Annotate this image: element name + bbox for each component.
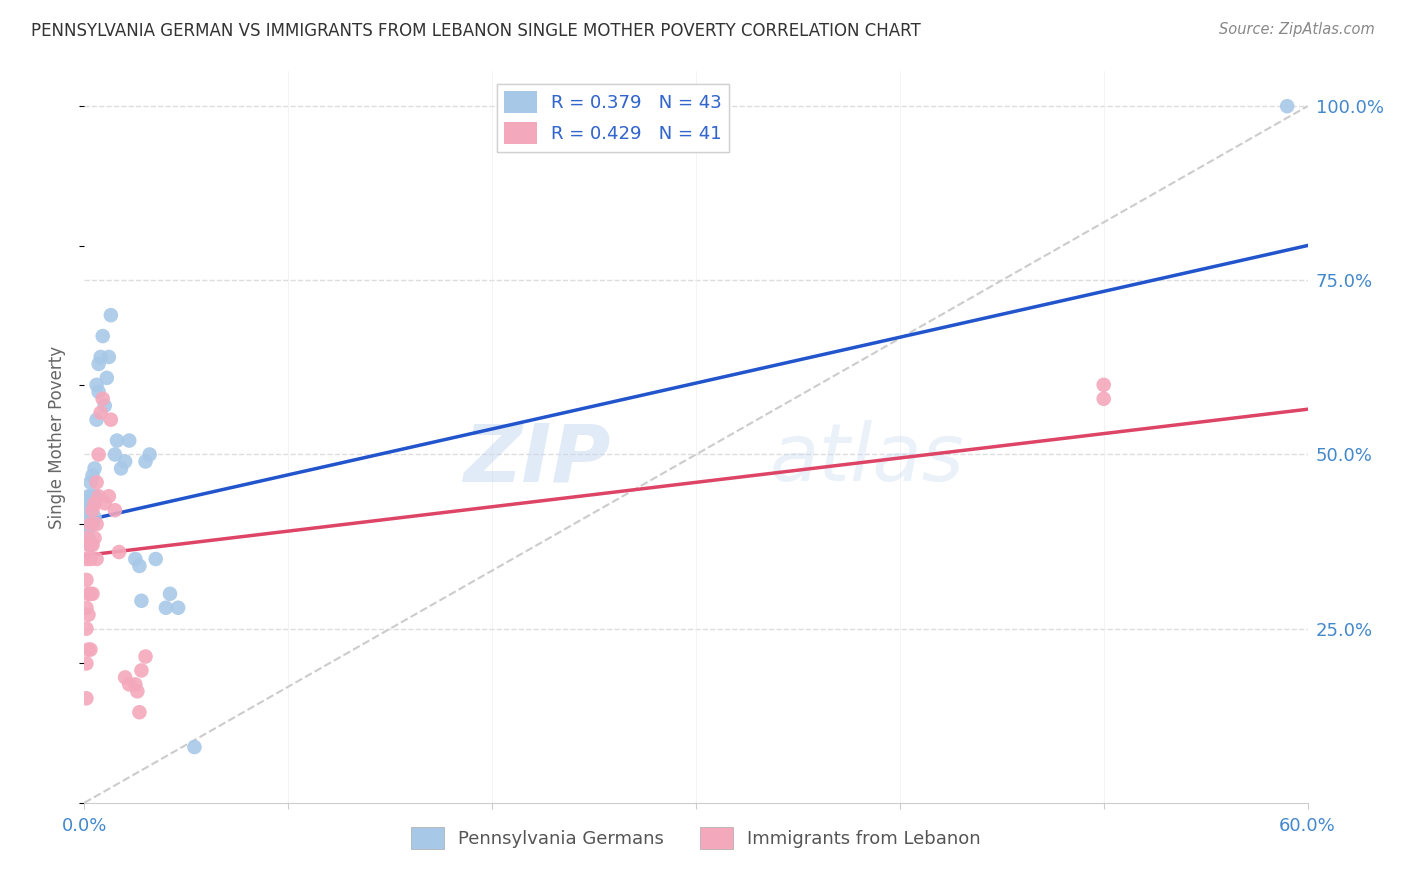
Point xyxy=(77,531,100,545)
Point xyxy=(79,587,101,601)
Point xyxy=(87,448,110,462)
Point xyxy=(1092,377,1115,392)
Point xyxy=(87,357,110,371)
Point xyxy=(79,475,101,490)
Point xyxy=(93,399,115,413)
Point xyxy=(97,489,120,503)
Point xyxy=(183,740,205,755)
Point xyxy=(135,649,157,664)
Point xyxy=(124,552,146,566)
Point xyxy=(75,622,97,636)
Point xyxy=(114,670,136,684)
Point xyxy=(104,448,127,462)
Point xyxy=(91,392,114,406)
Point xyxy=(87,489,110,503)
Point xyxy=(86,552,108,566)
Point xyxy=(86,475,108,490)
Point xyxy=(75,691,97,706)
Point xyxy=(167,600,190,615)
Point xyxy=(77,496,100,510)
Point xyxy=(131,664,153,678)
Point xyxy=(104,503,127,517)
Point xyxy=(90,406,112,420)
Point xyxy=(100,412,122,426)
Point xyxy=(86,517,108,532)
Point xyxy=(75,657,97,671)
Point xyxy=(75,531,97,545)
Point xyxy=(105,434,128,448)
Point xyxy=(128,705,150,719)
Point xyxy=(100,308,122,322)
Point xyxy=(135,454,157,468)
Point xyxy=(82,538,104,552)
Point xyxy=(127,684,149,698)
Point xyxy=(75,510,97,524)
Point xyxy=(145,552,167,566)
Point xyxy=(138,448,160,462)
Point xyxy=(1092,392,1115,406)
Point xyxy=(97,350,120,364)
Point xyxy=(77,538,100,552)
Point xyxy=(79,517,101,532)
Text: ZIP: ZIP xyxy=(463,420,610,498)
Text: atlas: atlas xyxy=(769,420,965,498)
Point xyxy=(131,594,153,608)
Point xyxy=(90,350,112,364)
Point xyxy=(93,496,115,510)
Point xyxy=(77,587,100,601)
Legend: Pennsylvania Germans, Immigrants from Lebanon: Pennsylvania Germans, Immigrants from Le… xyxy=(404,820,988,856)
Y-axis label: Single Mother Poverty: Single Mother Poverty xyxy=(48,345,66,529)
Point xyxy=(118,434,141,448)
Text: Source: ZipAtlas.com: Source: ZipAtlas.com xyxy=(1219,22,1375,37)
Point xyxy=(91,329,114,343)
Point xyxy=(79,503,101,517)
Point xyxy=(82,468,104,483)
Point xyxy=(79,489,101,503)
Point xyxy=(79,642,101,657)
Point xyxy=(118,677,141,691)
Point xyxy=(82,503,104,517)
Point xyxy=(77,489,100,503)
Point xyxy=(87,384,110,399)
Point xyxy=(96,371,118,385)
Point xyxy=(75,552,97,566)
Point xyxy=(77,642,100,657)
Point xyxy=(75,573,97,587)
Point xyxy=(77,607,100,622)
Point xyxy=(82,587,104,601)
Point xyxy=(82,496,104,510)
Point xyxy=(1277,99,1299,113)
Point xyxy=(83,510,105,524)
Point xyxy=(83,496,105,510)
Point xyxy=(77,517,100,532)
Point xyxy=(79,552,101,566)
Text: PENNSYLVANIA GERMAN VS IMMIGRANTS FROM LEBANON SINGLE MOTHER POVERTY CORRELATION: PENNSYLVANIA GERMAN VS IMMIGRANTS FROM L… xyxy=(31,22,921,40)
Point xyxy=(124,677,146,691)
Point xyxy=(128,558,150,573)
Point xyxy=(75,503,97,517)
Point xyxy=(79,538,101,552)
Point xyxy=(86,412,108,426)
Point xyxy=(86,377,108,392)
Point xyxy=(83,461,105,475)
Point xyxy=(82,517,104,532)
Point xyxy=(83,531,105,545)
Point xyxy=(159,587,181,601)
Point xyxy=(75,524,97,538)
Point xyxy=(155,600,177,615)
Point xyxy=(75,600,97,615)
Point xyxy=(83,489,105,503)
Point xyxy=(108,545,131,559)
Point xyxy=(114,454,136,468)
Point xyxy=(110,461,132,475)
